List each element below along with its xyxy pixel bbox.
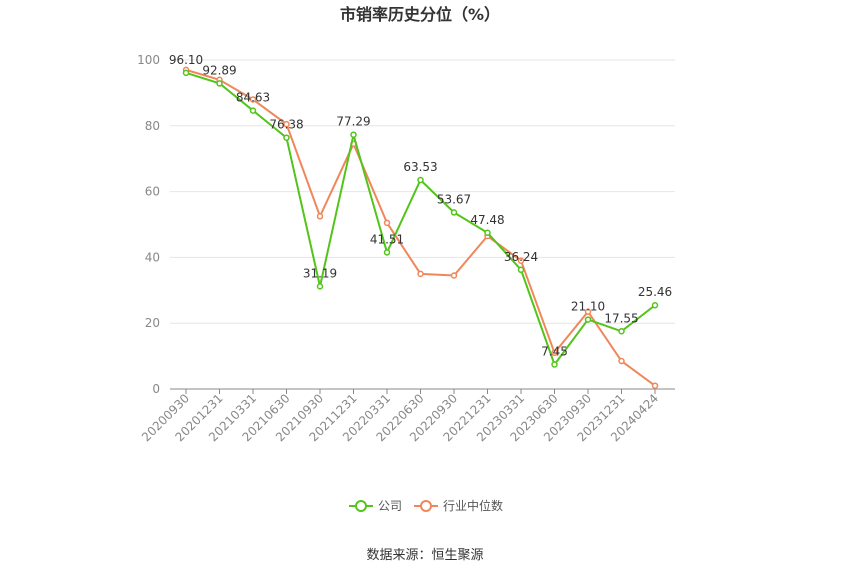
data-label: 25.46 [638,285,672,299]
data-point-1 [450,272,458,279]
legend-marker [355,500,367,512]
data-label: 53.67 [437,192,471,206]
data-label: 76.38 [269,118,303,132]
chart-title: 市销率历史分位（%） [340,5,500,24]
series-group [182,66,659,389]
y-tick-label: 0 [152,382,160,396]
data-label: 21.10 [571,300,605,314]
data-point-0 [283,134,290,141]
legend-item-0[interactable]: 公司 [349,499,402,513]
data-point-0 [484,229,491,237]
data-point-0 [551,361,558,368]
legend-label: 公司 [378,499,402,513]
data-point-0 [651,301,659,309]
y-tick-label: 40 [145,250,160,264]
data-point-0 [450,209,458,216]
y-tick-label: 100 [137,53,160,67]
y-axis-ticks: 0 20 40 60 80 100 [137,53,160,396]
data-point-1 [283,120,290,128]
data-point-1 [651,382,659,389]
data-label: 63.53 [403,160,437,174]
legend-label: 行业中位数 [443,498,503,513]
data-point-0 [517,266,525,274]
data-point-1 [584,308,592,315]
series-line-0 [185,71,656,367]
data-point-0 [417,176,424,184]
data-point-1 [249,96,257,103]
data-point-1 [551,349,558,357]
data-label: 41.51 [370,232,404,246]
data-label: 84.63 [236,91,270,105]
legend-item-1[interactable]: 行业中位数 [414,498,503,513]
data-point-1 [417,270,424,278]
data-label: 92.89 [202,63,236,77]
source-note: 数据来源：恒生聚源 [366,548,483,563]
data-point-0 [618,328,625,335]
data-point-1 [316,213,324,220]
y-tick-label: 80 [145,119,160,133]
data-label: 36.24 [504,250,538,264]
data-point-0 [584,316,592,323]
data-point-0 [350,131,357,138]
data-label: 31.19 [303,266,337,280]
data-point-0 [383,249,391,256]
data-label: 7.45 [541,344,568,358]
data-point-0 [182,69,190,77]
data-point-1 [517,257,525,264]
data-label: 17.55 [604,311,638,325]
data-point-1 [618,357,625,365]
data-point-0 [316,283,324,290]
series-line-1 [185,68,656,387]
data-point-0 [216,80,223,87]
legend-marker [420,500,432,512]
data-label: 96.10 [169,53,203,67]
x-axis: 2020093020201231202103312021063020210930… [139,388,675,444]
y-tick-label: 60 [145,185,160,199]
grid-lines [170,59,675,324]
legend[interactable]: 公司 行业中位数 [349,498,503,513]
data-point-1 [383,219,391,227]
data-label: 47.48 [470,213,504,227]
data-label: 77.29 [336,115,370,129]
data-point-0 [249,107,257,114]
y-tick-label: 20 [145,316,160,330]
